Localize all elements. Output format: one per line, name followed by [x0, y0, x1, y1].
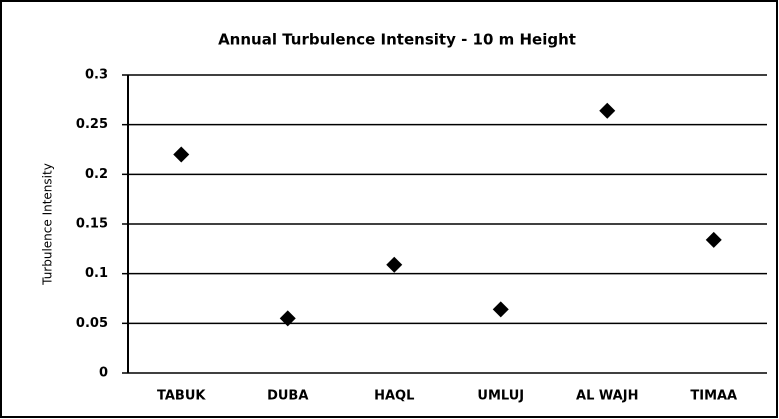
y-axis-label: Turbulence Intensity [41, 163, 55, 286]
point [492, 301, 509, 318]
x-tick-label: AL WAJH [576, 389, 638, 404]
x-tick-label: UMLUJ [477, 389, 524, 404]
x-tick-label: HAQL [374, 389, 414, 404]
y-tick-label: 0.2 [85, 167, 108, 182]
y-tick-label: 0.05 [76, 316, 108, 331]
point [599, 102, 616, 119]
x-tick-label: TABUK [157, 389, 206, 404]
point [279, 310, 296, 327]
x-tick-label: TIMAA [690, 389, 737, 404]
x-tick-label: DUBA [267, 389, 308, 404]
y-tick-label: 0.25 [76, 117, 108, 132]
y-tick-label: 0 [99, 366, 108, 381]
chart-title: Annual Turbulence Intensity - 10 m Heigh… [218, 31, 576, 49]
point [173, 146, 190, 163]
point [705, 231, 722, 248]
y-tick-label: 0.15 [76, 217, 108, 232]
point [386, 256, 403, 273]
y-tick-label: 0.1 [85, 266, 108, 281]
y-tick-label: 0.3 [85, 68, 108, 83]
